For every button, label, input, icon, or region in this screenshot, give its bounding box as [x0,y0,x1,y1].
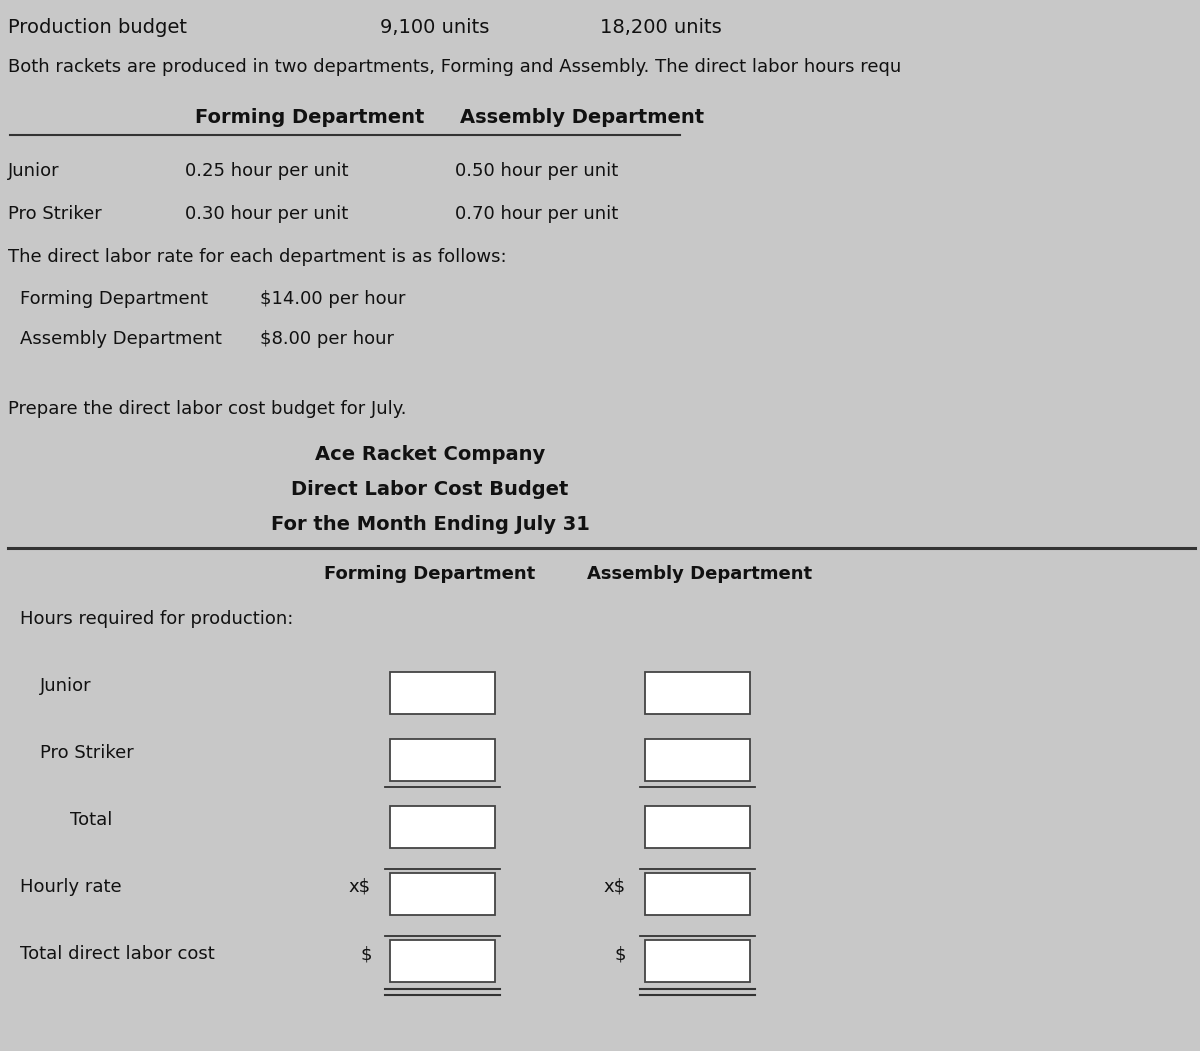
Text: Hourly rate: Hourly rate [20,878,121,897]
Text: $: $ [360,945,372,963]
Text: $8.00 per hour: $8.00 per hour [260,330,394,348]
Text: Assembly Department: Assembly Department [20,330,222,348]
Text: For the Month Ending July 31: For the Month Ending July 31 [270,515,589,534]
Text: Prepare the direct labor cost budget for July.: Prepare the direct labor cost budget for… [8,400,407,418]
Text: 0.50 hour per unit: 0.50 hour per unit [455,162,618,180]
Text: Pro Striker: Pro Striker [8,205,102,223]
Text: Forming Department: Forming Department [20,290,208,308]
Text: Hours required for production:: Hours required for production: [20,610,293,628]
Text: Ace Racket Company: Ace Racket Company [314,445,545,463]
Text: x$: x$ [602,878,625,897]
Text: Pro Striker: Pro Striker [40,744,133,762]
Text: Production budget: Production budget [8,18,187,37]
Text: Forming Department: Forming Department [324,565,535,583]
Text: 18,200 units: 18,200 units [600,18,721,37]
Text: 9,100 units: 9,100 units [380,18,490,37]
Text: $: $ [616,945,626,963]
Text: Assembly Department: Assembly Department [460,108,704,127]
Text: 0.70 hour per unit: 0.70 hour per unit [455,205,618,223]
Text: Forming Department: Forming Department [194,108,425,127]
Text: Both rackets are produced in two departments, Forming and Assembly. The direct l: Both rackets are produced in two departm… [8,58,901,76]
Text: 0.25 hour per unit: 0.25 hour per unit [185,162,348,180]
Text: Total: Total [70,811,113,829]
Text: Assembly Department: Assembly Department [588,565,812,583]
Text: Junior: Junior [8,162,60,180]
Text: The direct labor rate for each department is as follows:: The direct labor rate for each departmen… [8,248,506,266]
Text: Total direct labor cost: Total direct labor cost [20,945,215,963]
Text: Direct Labor Cost Budget: Direct Labor Cost Budget [292,480,569,499]
Text: x$: x$ [348,878,370,897]
Text: $14.00 per hour: $14.00 per hour [260,290,406,308]
Text: 0.30 hour per unit: 0.30 hour per unit [185,205,348,223]
Text: Junior: Junior [40,677,91,695]
